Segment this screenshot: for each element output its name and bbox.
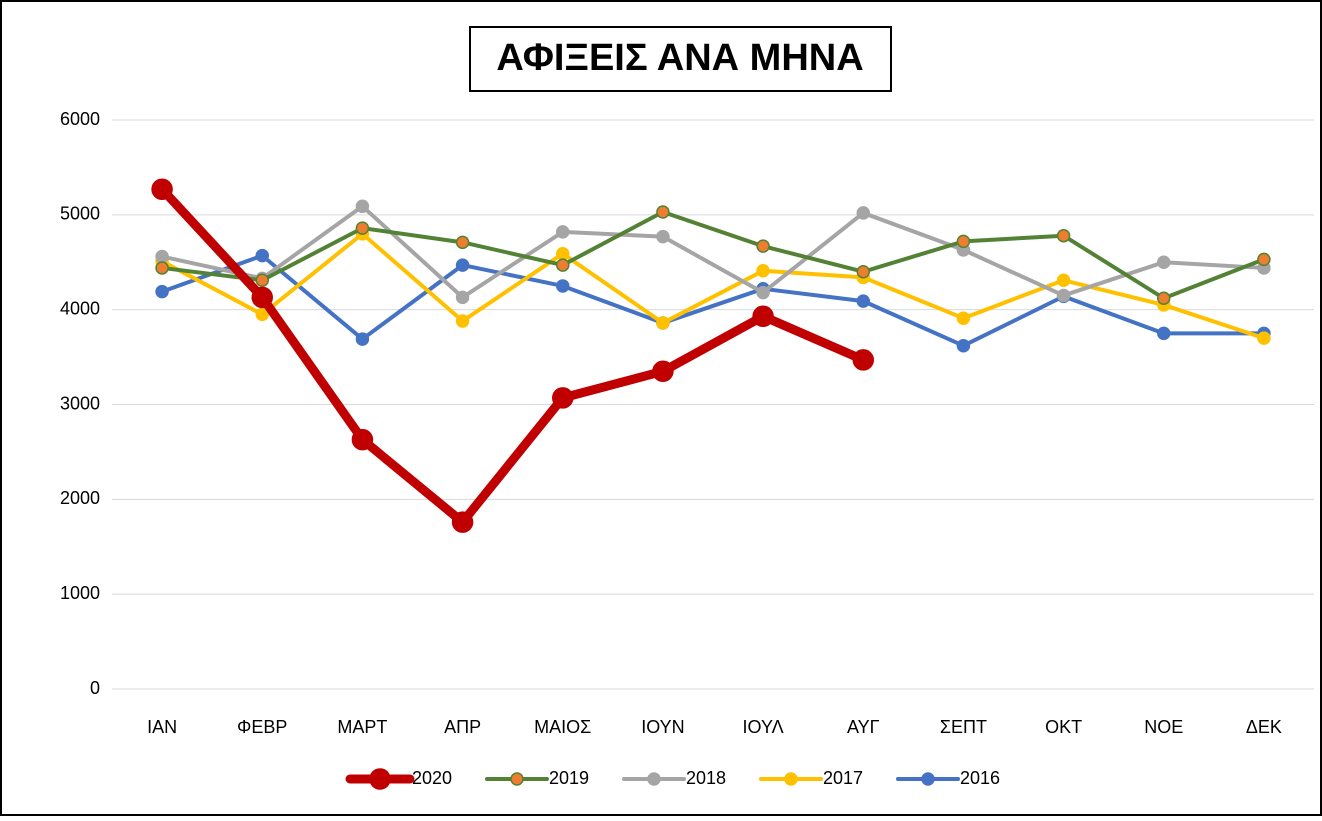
series-marker: [1157, 255, 1171, 269]
series-marker: [1257, 331, 1271, 345]
series-marker: [852, 349, 874, 371]
x-tick-label: ΙΟΥΛ: [743, 717, 784, 737]
x-tick-label: ΜΑΡΤ: [337, 717, 387, 737]
series-marker: [155, 261, 169, 275]
series-marker: [552, 387, 574, 409]
series-marker: [956, 311, 971, 325]
series-marker: [355, 221, 370, 235]
series-marker: [856, 206, 870, 220]
y-tick-label: 5000: [60, 204, 100, 224]
series-line: [160, 209, 1266, 301]
series-marker: [556, 258, 570, 272]
series-marker: [255, 248, 269, 263]
x-tick-label: ΑΥΓ: [847, 717, 880, 737]
legend-marker: [369, 768, 391, 790]
series-marker: [1157, 291, 1171, 306]
legend-marker: [647, 772, 661, 786]
y-tick-label: 6000: [60, 109, 100, 129]
legend-label: 2020: [412, 768, 452, 788]
legend-marker: [784, 772, 798, 786]
series-marker: [1257, 252, 1271, 267]
series-marker: [756, 239, 770, 253]
series-marker: [656, 205, 670, 219]
series-marker: [351, 428, 374, 451]
x-tick-label: ΜΑΙΟΣ: [534, 717, 591, 737]
series-marker: [251, 286, 273, 309]
series-marker: [1056, 228, 1071, 243]
series-marker: [756, 264, 770, 278]
series-marker: [756, 285, 770, 300]
x-tick-label: ΣΕΠΤ: [940, 717, 987, 737]
series-marker: [451, 511, 474, 533]
series-marker: [151, 178, 173, 200]
series-marker: [355, 332, 370, 346]
series-marker: [1056, 273, 1071, 288]
legend-label: 2017: [823, 768, 863, 788]
series-marker: [355, 199, 370, 214]
series-marker: [255, 307, 269, 322]
series-marker: [155, 284, 169, 299]
series-marker: [455, 258, 470, 272]
series-marker: [255, 273, 269, 288]
x-tick-label: ΙΟΥΝ: [641, 717, 684, 737]
y-tick-label: 4000: [60, 298, 100, 318]
legend-label: 2018: [686, 768, 726, 788]
legend-label: 2019: [549, 768, 589, 788]
x-tick-label: ΟΚΤ: [1045, 717, 1082, 737]
x-tick-label: ΦΕΒΡ: [237, 717, 287, 737]
legend-label: 2016: [960, 768, 1000, 788]
series-marker: [856, 264, 870, 279]
series-marker: [956, 338, 971, 353]
series-marker: [455, 314, 470, 328]
series-line: [160, 204, 1266, 300]
legend-marker: [510, 772, 524, 786]
series-line: [160, 253, 1266, 348]
series-marker: [155, 249, 169, 264]
series-marker: [556, 246, 570, 261]
series-marker: [956, 234, 971, 249]
series-marker: [1056, 288, 1071, 303]
chart-title: ΑΦΙΞΕΙΣ ΑΝΑ ΜΗΝΑ: [496, 37, 863, 79]
series-marker: [752, 305, 774, 328]
title-box: [469, 26, 892, 92]
x-tick-label: ΑΠΡ: [444, 717, 481, 737]
series-marker: [556, 279, 570, 293]
series-marker: [455, 290, 470, 305]
series-marker: [656, 316, 670, 330]
series-marker: [1157, 326, 1171, 341]
x-tick-label: ΙΑΝ: [147, 717, 177, 737]
legend-marker: [921, 772, 935, 786]
series-marker: [652, 360, 674, 383]
x-tick-label: ΔΕΚ: [1246, 717, 1282, 737]
series-line: [157, 184, 868, 527]
y-tick-label: 3000: [60, 393, 100, 413]
y-tick-label: 0: [90, 678, 100, 698]
y-tick-label: 1000: [60, 583, 100, 603]
y-tick-label: 2000: [60, 488, 100, 508]
series-marker: [556, 225, 570, 239]
series-marker: [656, 229, 670, 244]
series-line: [160, 231, 1266, 341]
series-marker: [455, 235, 470, 250]
x-tick-label: ΝΟΕ: [1144, 717, 1183, 737]
series-marker: [856, 294, 870, 308]
